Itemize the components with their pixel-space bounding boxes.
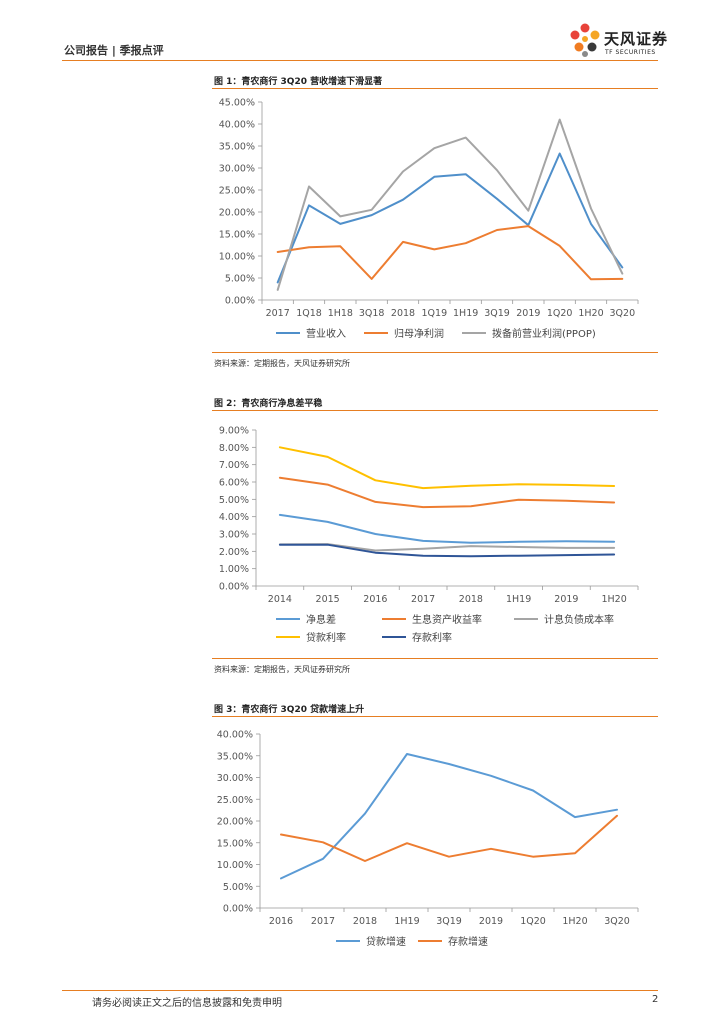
legend-label: 净息差 [306,613,336,626]
y-tick-label: 1.00% [219,564,249,575]
x-tick-label: 2014 [268,594,292,605]
y-tick-label: 4.00% [219,512,249,523]
x-tick-label: 1H19 [453,308,478,319]
y-tick-label: 6.00% [219,478,249,489]
x-tick-label: 2018 [459,594,483,605]
x-tick-label: 2016 [363,594,387,605]
x-tick-label: 2016 [269,916,293,927]
legend-label: 贷款利率 [306,631,346,644]
figure-2-divider [212,410,658,411]
legend-label: 生息资产收益率 [412,613,482,626]
x-tick-label: 2019 [516,308,540,319]
y-tick-label: 0.00% [219,582,249,593]
y-tick-label: 15.00% [217,838,253,849]
x-tick-label: 2017 [266,308,290,319]
y-tick-label: 5.00% [225,274,255,285]
y-tick-label: 7.00% [219,460,249,471]
y-tick-label: 25.00% [217,795,253,806]
logo-name: 天风证券 [604,30,669,48]
x-tick-label: 1Q20 [520,916,546,927]
y-tick-label: 30.00% [217,773,253,784]
y-tick-label: 10.00% [217,860,253,871]
header-divider [62,60,658,61]
y-tick-label: 0.00% [223,904,253,915]
legend-label: 归母净利润 [394,327,444,340]
x-tick-label: 2017 [411,594,435,605]
y-tick-label: 20.00% [217,817,253,828]
y-tick-label: 40.00% [219,120,255,131]
y-tick-label: 8.00% [219,443,249,454]
series-line-2 [278,476,616,509]
figure-1-title: 图 1：青农商行 3Q20 营收增速下滑显著 [214,77,383,87]
figure-2-chart: 0.00% 1.00% 2.00% 3.00% 4.00% 5.00% 6.00% 7.00%… [219,426,639,644]
figure-1-source: 资料来源：定期报告，天风证券研究所 [214,359,350,368]
y-tick-label: 5.00% [219,495,249,506]
x-tick-label: 3Q19 [484,308,510,319]
footer-divider [62,990,658,991]
footer-disclaimer: 请务必阅读正文之后的信息披露和免责申明 [92,998,282,1009]
x-tick-label: 1H20 [601,594,626,605]
x-tick-label: 2019 [479,916,503,927]
y-tick-label: 3.00% [219,530,249,541]
x-tick-label: 3Q20 [610,308,636,319]
page-number: 2 [652,994,659,1005]
x-tick-label: 2017 [311,916,335,927]
y-tick-label: 0.00% [225,296,255,307]
y-tick-label: 10.00% [219,252,255,263]
y-tick-label: 20.00% [219,208,255,219]
x-tick-label: 1Q18 [296,308,322,319]
y-tick-label: 40.00% [217,730,253,741]
figure-1-divider [212,88,658,89]
series-line-2 [280,814,618,862]
report-category: 公司报告 | 季报点评 [64,44,164,57]
series-line-1 [276,152,624,284]
y-tick-label: 5.00% [223,882,253,893]
series-line-1 [278,513,616,544]
legend-label: 存款增速 [448,935,488,948]
x-tick-label: 1H19 [506,594,531,605]
logo-flower-icon [570,23,600,57]
series-line-5 [278,543,616,558]
y-tick-label: 35.00% [219,142,255,153]
x-tick-label: 1Q19 [422,308,448,319]
legend-label: 计息负债成本率 [544,613,614,626]
figure-1-bottom-divider [212,352,658,353]
figure-2-bottom-divider [212,658,658,659]
y-tick-label: 15.00% [219,230,255,241]
x-tick-label: 2018 [353,916,377,927]
x-tick-label: 1H18 [328,308,353,319]
legend-label: 拨备前营业利润(PPOP) [492,327,596,340]
x-tick-label: 2019 [554,594,578,605]
figure-3-divider [212,716,658,717]
legend-label: 营业收入 [306,327,346,340]
series-line-3 [276,118,624,291]
x-tick-label: 3Q20 [604,916,630,927]
company-logo: 天风证券 TF SECURITIES [568,22,668,58]
x-tick-label: 2018 [391,308,415,319]
y-tick-label: 45.00% [219,98,255,109]
figure-1-chart: 0.00% 5.00% 10.00% 15.00% 20.00% 25.00% 30.00%… [219,98,639,340]
y-tick-label: 35.00% [217,751,253,762]
x-tick-label: 1H19 [394,916,419,927]
series-line-1 [280,753,618,880]
logo-subtitle: TF SECURITIES [605,49,656,56]
figure-3-title: 图 3：青农商行 3Q20 贷款增速上升 [214,705,365,715]
figure-2-title: 图 2：青农商行净息差平稳 [214,399,323,409]
y-tick-label: 30.00% [219,164,255,175]
series-line-2 [276,225,624,281]
x-tick-label: 1H20 [562,916,587,927]
figure-2-source: 资料来源：定期报告，天风证券研究所 [214,665,350,674]
legend-label: 存款利率 [412,631,452,644]
y-tick-label: 25.00% [219,186,255,197]
x-tick-label: 1H20 [578,308,603,319]
x-tick-label: 3Q19 [436,916,462,927]
figure-3-chart: 0.00% 5.00% 10.00% 15.00% 20.00% 25.00% 30.00%… [217,730,639,948]
x-tick-label: 2015 [316,594,340,605]
x-tick-label: 1Q20 [547,308,573,319]
x-tick-label: 3Q18 [359,308,385,319]
y-tick-label: 9.00% [219,426,249,437]
legend-label: 贷款增速 [366,935,406,948]
series-line-4 [278,446,616,490]
y-tick-label: 2.00% [219,547,249,558]
